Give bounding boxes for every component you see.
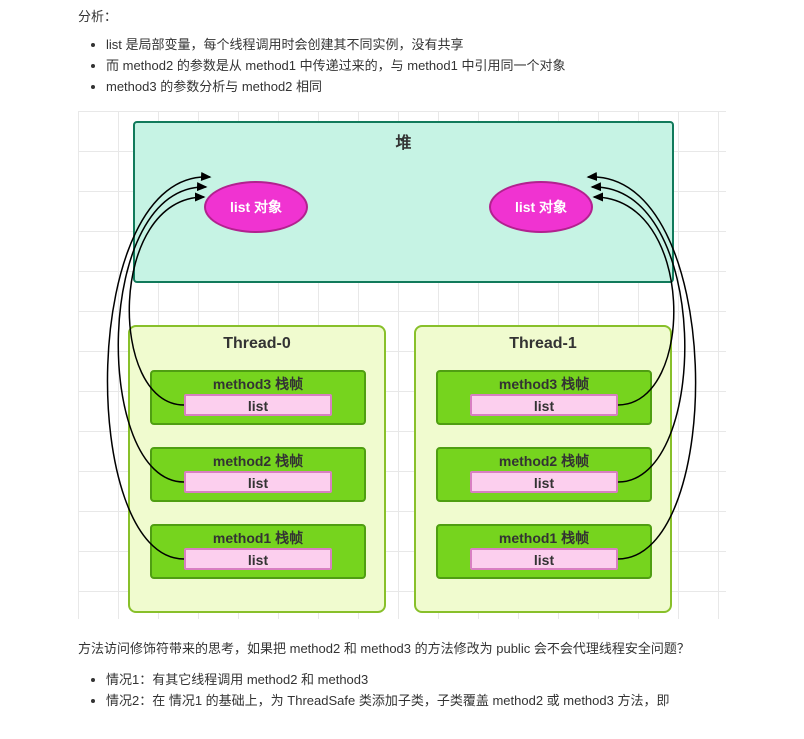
frame-title: method2 栈帧 [152, 451, 364, 471]
bullet-item: 情况2：在 情况1 的基础上，为 ThreadSafe 类添加子类，子类覆盖 m… [106, 691, 726, 712]
heap-title: 堆 [133, 129, 674, 153]
case-bullets: 情况1：有其它线程调用 method2 和 method3 情况2：在 情况1 … [78, 670, 726, 712]
thinking-paragraph: 方法访问修饰符带来的思考，如果把 method2 和 method3 的方法修改… [78, 639, 726, 660]
frame-title: method3 栈帧 [438, 374, 650, 394]
list-reference: list [470, 548, 618, 570]
list-reference: list [470, 471, 618, 493]
bullet-item: 而 method2 的参数是从 method1 中传递过来的，与 method1… [106, 56, 726, 77]
analysis-label: 分析： [78, 6, 726, 25]
bullet-item: method3 的参数分析与 method2 相同 [106, 77, 726, 98]
frame-title: method1 栈帧 [152, 528, 364, 548]
analysis-bullets: list 是局部变量，每个线程调用时会创建其不同实例，没有共享 而 method… [78, 35, 726, 97]
thread-title: Thread-1 [414, 335, 672, 353]
bullet-item: list 是局部变量，每个线程调用时会创建其不同实例，没有共享 [106, 35, 726, 56]
list-reference: list [184, 548, 332, 570]
heap-stack-diagram: 堆list 对象list 对象Thread-0method3 栈帧listmet… [78, 111, 726, 619]
list-reference: list [184, 471, 332, 493]
thread-title: Thread-0 [128, 335, 386, 353]
frame-title: method2 栈帧 [438, 451, 650, 471]
content-column: 分析： list 是局部变量，每个线程调用时会创建其不同实例，没有共享 而 me… [0, 6, 804, 712]
list-reference: list [184, 394, 332, 416]
frame-title: method3 栈帧 [152, 374, 364, 394]
frame-title: method1 栈帧 [438, 528, 650, 548]
page: 分析： list 是局部变量，每个线程调用时会创建其不同实例，没有共享 而 me… [0, 0, 804, 739]
bullet-item: 情况1：有其它线程调用 method2 和 method3 [106, 670, 726, 691]
list-reference: list [470, 394, 618, 416]
